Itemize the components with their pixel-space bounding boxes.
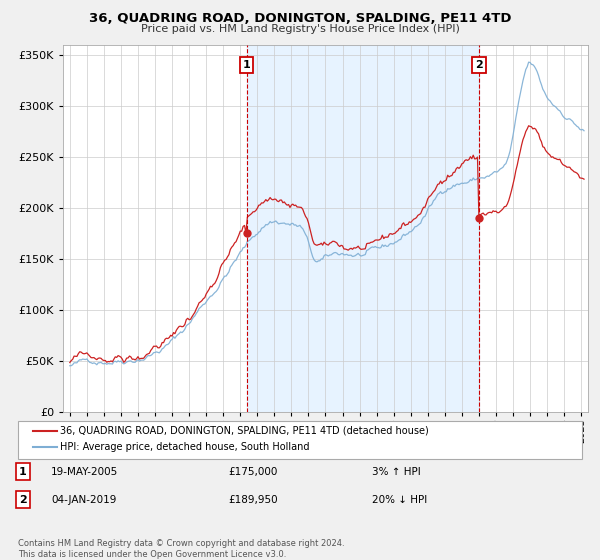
Text: 1: 1 — [243, 60, 250, 70]
Text: Contains HM Land Registry data © Crown copyright and database right 2024.
This d: Contains HM Land Registry data © Crown c… — [18, 539, 344, 559]
Text: 20% ↓ HPI: 20% ↓ HPI — [372, 494, 427, 505]
Text: £175,000: £175,000 — [228, 466, 277, 477]
Text: 19-MAY-2005: 19-MAY-2005 — [51, 466, 118, 477]
Text: 04-JAN-2019: 04-JAN-2019 — [51, 494, 116, 505]
Text: 36, QUADRING ROAD, DONINGTON, SPALDING, PE11 4TD (detached house): 36, QUADRING ROAD, DONINGTON, SPALDING, … — [60, 426, 429, 436]
Text: HPI: Average price, detached house, South Holland: HPI: Average price, detached house, Sout… — [60, 442, 310, 452]
Text: Price paid vs. HM Land Registry's House Price Index (HPI): Price paid vs. HM Land Registry's House … — [140, 24, 460, 34]
Text: 2: 2 — [475, 60, 483, 70]
Bar — [247, 45, 479, 412]
Text: 2: 2 — [19, 494, 26, 505]
Text: 1: 1 — [19, 466, 26, 477]
Text: 3% ↑ HPI: 3% ↑ HPI — [372, 466, 421, 477]
Text: 36, QUADRING ROAD, DONINGTON, SPALDING, PE11 4TD: 36, QUADRING ROAD, DONINGTON, SPALDING, … — [89, 12, 511, 25]
Text: £189,950: £189,950 — [228, 494, 278, 505]
